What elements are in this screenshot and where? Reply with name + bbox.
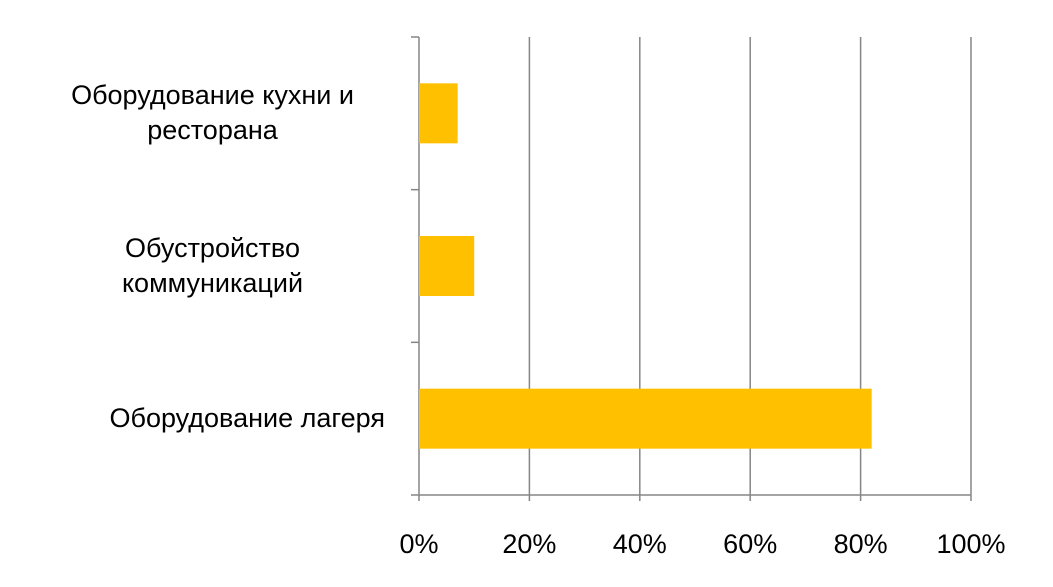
bar [419, 236, 475, 296]
bar [419, 388, 872, 449]
x-tick-label: 80% [834, 529, 888, 559]
y-tick-label: Оборудование лагеря [109, 403, 385, 434]
y-tick-label: Обустройство коммуникаций [121, 232, 304, 298]
x-tick-label: 60% [723, 529, 777, 559]
x-tick-label: 40% [613, 529, 667, 559]
bar [419, 83, 458, 144]
y-tick-label-box: Обустройство коммуникаций [0, 190, 385, 343]
x-tick-label: 20% [502, 529, 556, 559]
y-tick-label-box: Оборудование лагеря [0, 342, 385, 495]
y-tick-label: Оборудование кухни и ресторана [71, 80, 354, 146]
y-tick-label-box: Оборудование кухни и ресторана [0, 37, 385, 190]
x-tick-label: 100% [936, 529, 1005, 559]
x-tick-label: 0% [399, 529, 438, 559]
